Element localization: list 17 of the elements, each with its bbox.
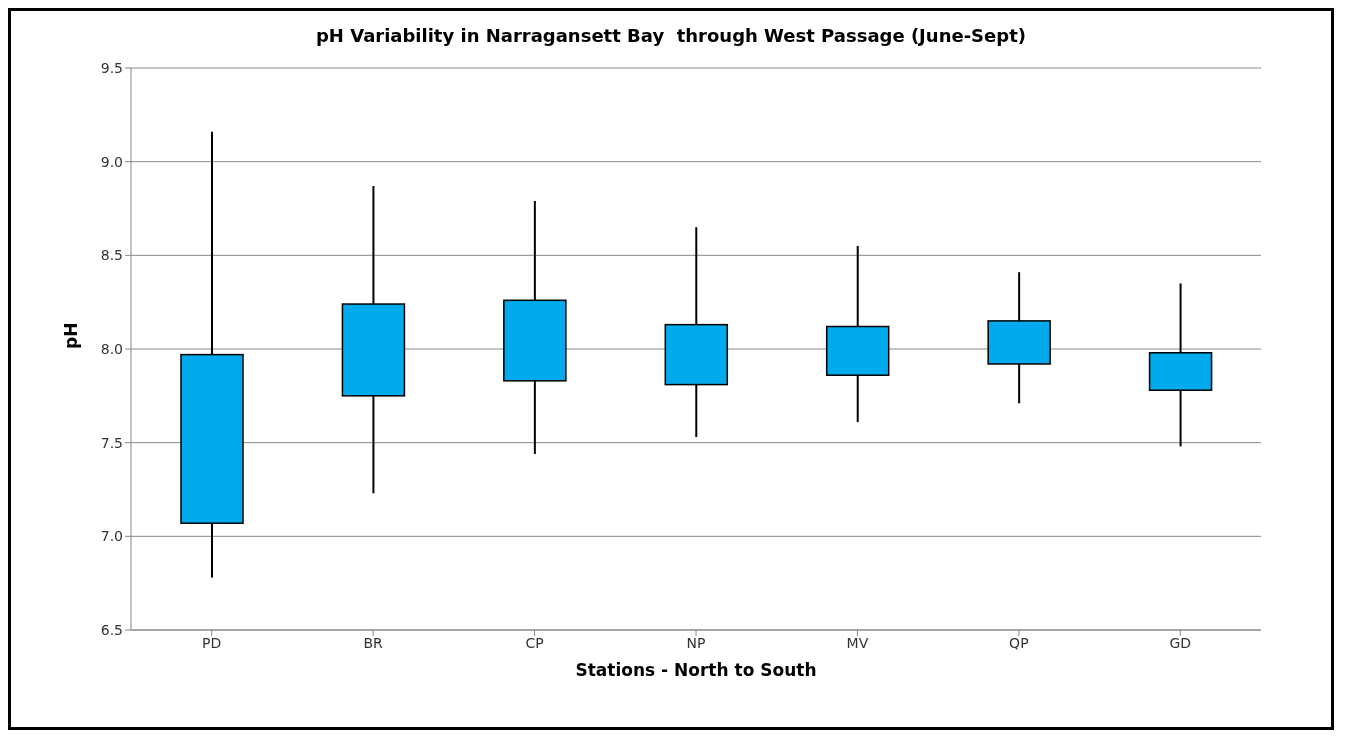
x-tick-label: MV xyxy=(846,634,869,651)
y-tick-label: 6.5 xyxy=(100,621,123,638)
y-tick-label: 9.5 xyxy=(100,59,123,76)
y-tick-label: 7.0 xyxy=(100,528,123,545)
x-tick-label: GD xyxy=(1169,634,1192,651)
y-tick-label: 8.5 xyxy=(100,247,123,264)
y-axis-title: pH xyxy=(61,322,82,349)
chart-title: pH Variability in Narragansett Bay through West Passage (June-Sept) xyxy=(314,25,1027,46)
y-tick-label: 9.0 xyxy=(100,153,123,170)
x-tick-label: QP xyxy=(1009,634,1029,651)
x-tick-label: PD xyxy=(202,634,222,651)
y-tick-label: 7.5 xyxy=(100,434,123,451)
x-tick-label: NP xyxy=(686,634,706,651)
x-axis-title: Stations - North to South xyxy=(575,660,817,680)
y-tick-label: 8.0 xyxy=(100,340,123,357)
x-tick-label: CP xyxy=(525,634,544,651)
x-tick-label: BR xyxy=(363,634,384,651)
